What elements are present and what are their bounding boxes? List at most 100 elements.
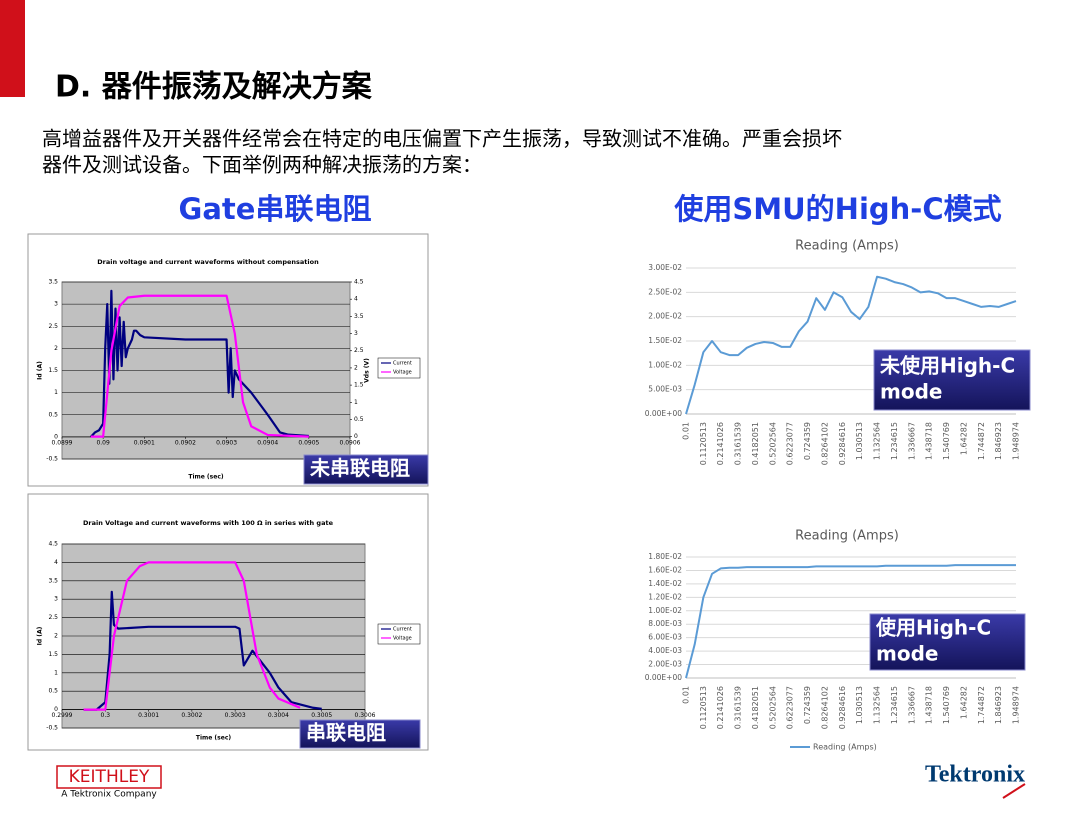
x-tick-label: 0.1120513 <box>699 686 708 729</box>
x-tick-label: 0.724359 <box>803 686 812 724</box>
x-tick-label: 0.8264102 <box>820 686 829 729</box>
legend-label: Current <box>393 361 412 367</box>
x-tick-label: 0.01 <box>682 422 691 440</box>
y-tick-label: 5.00E-03 <box>648 385 682 394</box>
right-heading: 使用SMU的High-C模式 <box>673 192 1001 226</box>
x-tick-label: 0.4182051 <box>751 422 760 465</box>
intro-line: 器件及测试设备。下面举例两种解决振荡的方案： <box>42 153 482 177</box>
x-tick-label: 0.9284616 <box>838 686 847 729</box>
y-tick-label: 0.00E+00 <box>645 673 682 682</box>
y2-tick-label: 0 <box>354 433 358 440</box>
series-line <box>83 590 322 711</box>
annotation-box <box>299 719 421 749</box>
slide-title: D. 器件振荡及解决方案 <box>55 70 373 105</box>
y-tick-label: 0 <box>54 706 58 713</box>
x-tick-label: 1.438718 <box>925 422 934 460</box>
x-tick-label: 0.0902 <box>175 439 196 446</box>
x-tick-label: 0.2999 <box>52 712 73 719</box>
y-tick-label: 1.50E-02 <box>648 336 682 345</box>
x-tick-label: 0.1120513 <box>699 422 708 465</box>
y-tick-label: 1.60E-02 <box>648 565 682 574</box>
y2-tick-label: 3 <box>354 330 358 337</box>
x-tick-label: 0.3003 <box>225 712 246 719</box>
y2-tick-label: 0.5 <box>354 416 364 423</box>
y2-tick-label: 4.5 <box>354 279 364 286</box>
x-tick-label: 0.0906 <box>340 439 361 446</box>
y-tick-label: 3.00E-02 <box>648 263 682 272</box>
y2-axis-label: Vds (V) <box>364 358 371 383</box>
annotation-text: 串联电阻 <box>306 721 386 745</box>
x-tick-label: 0.09 <box>96 439 110 446</box>
tektronix-logo: Tektronix <box>925 762 1025 788</box>
x-tick-label: 1.540769 <box>942 422 951 460</box>
y-tick-label: 2.50E-02 <box>648 287 682 296</box>
x-tick-label: 1.234615 <box>890 422 899 460</box>
y-tick-label: 1.20E-02 <box>648 592 682 601</box>
x-tick-label: 0.3001 <box>138 712 159 719</box>
x-tick-label: 1.540769 <box>942 686 951 724</box>
x-tick-label: 1.64282 <box>959 422 968 455</box>
logo-swoosh <box>1002 783 1026 799</box>
x-axis-label: Time (sec) <box>188 474 223 481</box>
x-tick-label: 0.0899 <box>52 439 73 446</box>
x-tick-label: 1.030513 <box>855 686 864 724</box>
y-tick-label: 1 <box>54 669 58 676</box>
y-tick-label: 0.5 <box>48 411 58 418</box>
x-tick-label: 0.2141026 <box>716 686 725 729</box>
y2-tick-label: 1 <box>354 399 358 406</box>
annotation-text: 未使用High-C <box>880 354 1015 378</box>
intro-line: 高增益器件及开关器件经常会在特定的电压偏置下产生振荡，导致测试不准确。严重会损坏 <box>42 127 842 151</box>
logo-box <box>56 765 162 789</box>
y-axis-label: Id (A) <box>37 626 44 645</box>
y-tick-label: 1.40E-02 <box>648 579 682 588</box>
x-tick-label: 0.5202564 <box>768 686 777 729</box>
y2-tick-label: 3.5 <box>354 313 364 320</box>
x-tick-label: 1.948974 <box>1012 686 1021 724</box>
y-tick-label: 0.00E+00 <box>645 409 682 418</box>
x-tick-label: 0.9284616 <box>838 422 847 465</box>
x-tick-label: 0.3006 <box>355 712 376 719</box>
x-tick-label: 0.724359 <box>803 422 812 460</box>
x-tick-label: 1.948974 <box>1012 422 1021 460</box>
y2-tick-label: 2.5 <box>354 347 364 354</box>
y-tick-label: -0.5 <box>46 456 58 463</box>
x-tick-label: 1.234615 <box>890 686 899 724</box>
x-tick-label: 1.132564 <box>873 686 882 724</box>
y-axis-label: Id (A) <box>37 361 44 380</box>
annotation-text: 使用High-C <box>875 616 991 640</box>
x-tick-label: 0.3005 <box>311 712 332 719</box>
x-tick-label: 0.3161539 <box>734 686 743 729</box>
y-tick-label: 4.00E-03 <box>648 646 682 655</box>
x-tick-label: 1.030513 <box>855 422 864 460</box>
x-tick-label: 0.3004 <box>268 712 289 719</box>
annotation-text: mode <box>880 380 942 404</box>
y-tick-label: 1.5 <box>48 651 58 658</box>
y-tick-label: 1.00E-02 <box>648 360 682 369</box>
annotation-box <box>873 349 1031 411</box>
legend-label: Reading (Amps) <box>813 743 877 752</box>
x-tick-label: 0.2141026 <box>716 422 725 465</box>
accent-bar <box>0 0 25 97</box>
x-tick-label: 0.8264102 <box>820 422 829 465</box>
x-tick-label: 1.336667 <box>907 686 916 724</box>
y2-tick-label: 1.5 <box>354 382 364 389</box>
x-tick-label: 0.0903 <box>216 439 237 446</box>
x-tick-label: 1.846923 <box>994 686 1003 724</box>
series-line <box>90 294 309 438</box>
x-tick-label: 1.438718 <box>925 686 934 724</box>
x-tick-label: 1.744872 <box>977 422 986 460</box>
series-line <box>89 289 309 438</box>
y-tick-label: 3.5 <box>48 279 58 286</box>
legend-label: Voltage <box>393 370 412 376</box>
y-tick-label: 2 <box>54 633 58 640</box>
y-tick-label: 8.00E-03 <box>648 619 682 628</box>
y-tick-label: 3.5 <box>48 577 58 584</box>
left-heading: Gate串联电阻 <box>179 192 372 226</box>
x-tick-label: 0.4182051 <box>751 686 760 729</box>
chart-title: Reading (Amps) <box>795 239 899 254</box>
y-tick-label: 1.5 <box>48 367 58 374</box>
y-tick-label: 6.00E-03 <box>648 633 682 642</box>
x-tick-label: 0.3 <box>101 712 111 719</box>
x-tick-label: 0.0901 <box>134 439 155 446</box>
